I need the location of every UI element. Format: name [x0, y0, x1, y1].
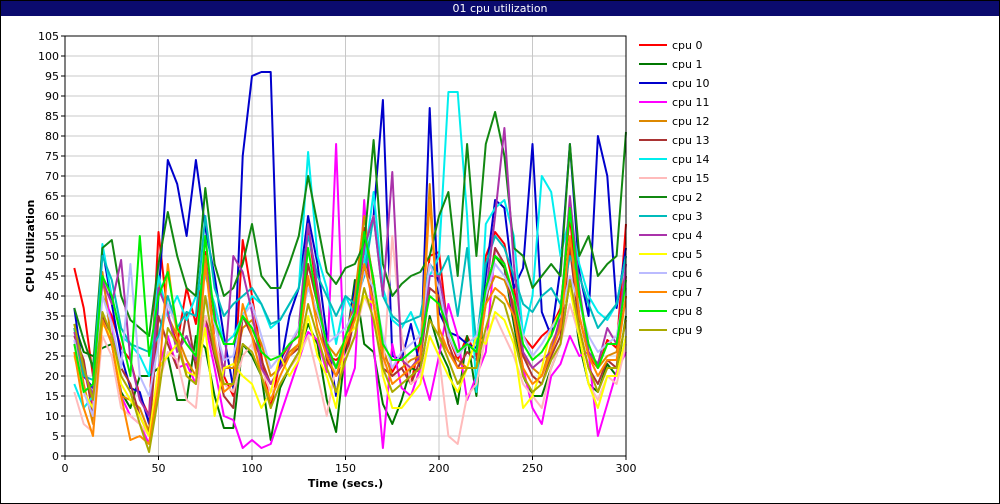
y-axis-title: CPU Utilization	[24, 200, 37, 293]
legend-label: cpu 6	[672, 267, 703, 280]
x-tick-label: 200	[429, 462, 450, 475]
legend-label: cpu 11	[672, 96, 710, 109]
y-tick-label: 0	[52, 450, 59, 463]
y-tick-label: 35	[45, 310, 59, 323]
y-tick-label: 95	[45, 70, 59, 83]
plot-area	[64, 35, 627, 457]
legend-label: cpu 4	[672, 229, 703, 242]
y-tick-label: 85	[45, 110, 59, 123]
x-tick-label: 0	[62, 462, 69, 475]
window-title: 01 cpu utilization	[1, 1, 999, 16]
y-tick-label: 65	[45, 190, 59, 203]
legend-label: cpu 12	[672, 115, 710, 128]
legend-label: cpu 2	[672, 191, 703, 204]
y-tick-label: 80	[45, 130, 59, 143]
y-tick-label: 100	[38, 50, 59, 63]
y-tick-label: 90	[45, 90, 59, 103]
y-tick-label: 55	[45, 230, 59, 243]
series-line-cpu-2	[73, 111, 627, 369]
y-tick-label: 60	[45, 210, 59, 223]
legend-label: cpu 7	[672, 286, 703, 299]
series-line-cpu-6	[73, 263, 627, 417]
legend-label: cpu 5	[672, 248, 703, 261]
legend-label: cpu 14	[672, 153, 710, 166]
legend-label: cpu 0	[672, 39, 703, 52]
y-tick-label: 40	[45, 290, 59, 303]
x-tick-label: 100	[242, 462, 263, 475]
series-line-cpu-8	[73, 207, 627, 393]
legend-label: cpu 3	[672, 210, 703, 223]
y-tick-label: 70	[45, 170, 59, 183]
y-tick-label: 75	[45, 150, 59, 163]
series-lines	[73, 71, 627, 453]
series-line-cpu-9	[73, 279, 627, 453]
legend-label: cpu 8	[672, 305, 703, 318]
y-tick-label: 10	[45, 410, 59, 423]
legend-label: cpu 10	[672, 77, 710, 90]
y-tick-label: 25	[45, 350, 59, 363]
x-tick-label: 150	[335, 462, 356, 475]
legend-label: cpu 13	[672, 134, 710, 147]
x-tick-label: 50	[152, 462, 166, 475]
y-tick-label: 5	[52, 430, 59, 443]
y-tick-label: 105	[38, 30, 59, 43]
y-tick-label: 50	[45, 250, 59, 263]
y-tick-label: 45	[45, 270, 59, 283]
legend-label: cpu 9	[672, 324, 703, 337]
y-tick-label: 20	[45, 370, 59, 383]
legend-label: cpu 1	[672, 58, 703, 71]
legend: cpu 0 cpu 1 cpu 10 cpu 11 cpu 12 cpu 13 cpu 14…	[639, 39, 710, 337]
series-line-cpu-3	[73, 215, 627, 381]
y-tick-label: 15	[45, 390, 59, 403]
y-axis: 0 5 10 15 20 25 30 35 40 45 50 55 60 65 70 75 80 85 90 95 10…	[38, 30, 65, 463]
x-tick-label: 250	[522, 462, 543, 475]
x-axis-title: Time (secs.)	[308, 477, 383, 490]
x-axis: 0 50 100 150 200 250 300	[62, 456, 637, 475]
x-tick-label: 300	[616, 462, 637, 475]
y-tick-label: 30	[45, 330, 59, 343]
series-line-cpu-7	[73, 199, 627, 445]
legend-label: cpu 15	[672, 172, 710, 185]
